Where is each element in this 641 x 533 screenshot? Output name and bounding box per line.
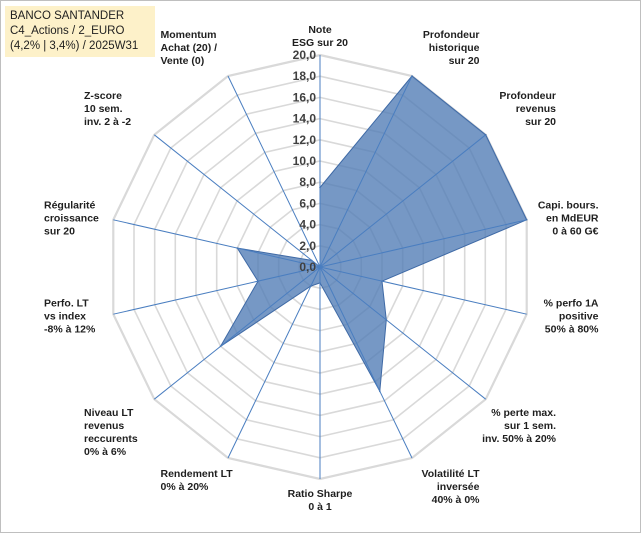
- category-label-4: % perfo 1A positive 50% à 80%: [544, 298, 599, 336]
- category-label-6-line-2: 40% à 0%: [432, 494, 481, 506]
- radial-tick-label-8: 16,0: [293, 90, 317, 104]
- radial-tick-label-10: 20,0: [293, 48, 317, 62]
- category-label-4-line-1: positive: [559, 311, 599, 323]
- category-label-10: Perfo. LT vs index -8% à 12%: [44, 298, 96, 336]
- chart-title-box: BANCO SANTANDER C4_Actions / 2_EURO (4,2…: [5, 6, 155, 57]
- category-label-0: Note ESG sur 20: [292, 24, 348, 49]
- radial-tick-label-3: 6,0: [299, 196, 316, 210]
- category-label-9-line-0: Niveau LT: [84, 407, 134, 419]
- category-label-8-line-1: 0% à 20%: [161, 481, 210, 493]
- chart-title-line-3: (4,2% | 3,4%) / 2025W31: [10, 40, 139, 52]
- spoke-1: [319, 75, 413, 268]
- category-label-11: Régularité croissance sur 20: [44, 200, 99, 238]
- category-label-5-line-1: sur 1 sem.: [504, 420, 556, 432]
- radial-tick-label-4: 8,0: [299, 175, 316, 189]
- category-label-9-line-3: 0% à 6%: [84, 446, 127, 458]
- category-label-3-line-2: 0 à 60 G€: [552, 226, 598, 238]
- category-label-5-line-0: % perte max.: [491, 407, 556, 419]
- category-label-13-line-1: Achat (20) /: [161, 42, 218, 54]
- category-label-9-line-2: reccurents: [84, 433, 138, 445]
- category-label-6-line-1: inversée: [437, 481, 480, 493]
- category-label-1: Profondeur historique sur 20: [423, 29, 480, 67]
- spoke-6: [319, 266, 413, 459]
- category-label-11-line-2: sur 20: [44, 226, 75, 238]
- category-label-1-line-1: historique: [429, 42, 480, 54]
- category-label-6: Volatilité LT inversée 40% à 0%: [422, 468, 481, 506]
- radial-tick-label-2: 4,0: [299, 218, 316, 232]
- category-label-0-line-0: Note: [308, 24, 331, 36]
- spoke-5: [319, 266, 487, 400]
- category-label-12-line-2: inv. 2 à -2: [84, 116, 131, 128]
- spoke-2: [319, 134, 487, 268]
- radial-tick-label-1: 2,0: [299, 239, 316, 253]
- radial-tick-label-6: 12,0: [293, 133, 317, 147]
- category-label-3-line-0: Capi. bours.: [538, 200, 599, 212]
- category-label-7-line-1: 0 à 1: [308, 501, 332, 513]
- category-label-8-line-0: Rendement LT: [161, 468, 234, 480]
- category-label-2: Profondeur revenus sur 20: [499, 90, 556, 128]
- radial-tick-label-5: 10,0: [293, 154, 317, 168]
- category-label-12: Z-score 10 sem. inv. 2 à -2: [84, 90, 131, 128]
- category-label-2-line-0: Profondeur: [499, 90, 556, 102]
- chart-title-line-1: BANCO SANTANDER: [10, 10, 125, 22]
- category-label-12-line-0: Z-score: [84, 90, 122, 102]
- radial-tick-label-9: 18,0: [293, 69, 317, 83]
- spoke-8: [227, 266, 321, 459]
- category-label-6-line-0: Volatilité LT: [422, 468, 481, 480]
- category-label-4-line-2: 50% à 80%: [545, 324, 599, 336]
- category-label-10-line-0: Perfo. LT: [44, 298, 89, 310]
- spoke-11: [113, 219, 321, 268]
- category-label-10-line-2: -8% à 12%: [44, 324, 96, 336]
- category-label-10-line-1: vs index: [44, 311, 86, 323]
- category-label-13: Momentum Achat (20) / Vente (0): [161, 29, 218, 67]
- category-label-8: Rendement LT 0% à 20%: [161, 468, 234, 493]
- category-label-11-line-1: croissance: [44, 213, 99, 225]
- category-label-1-line-2: sur 20: [449, 55, 480, 67]
- category-label-2-line-2: sur 20: [525, 116, 556, 128]
- category-label-7: Ratio Sharpe 0 à 1: [288, 488, 353, 513]
- category-label-9-line-1: revenus: [84, 420, 124, 432]
- category-label-3-line-1: en MdEUR: [546, 213, 599, 225]
- category-label-5-line-2: inv. 50% à 20%: [482, 433, 557, 445]
- category-label-13-line-2: Vente (0): [161, 55, 205, 67]
- category-label-9: Niveau LT revenus reccurents 0% à 6%: [84, 407, 138, 458]
- category-label-12-line-1: 10 sem.: [84, 103, 123, 115]
- category-label-1-line-0: Profondeur: [423, 29, 480, 41]
- chart-title-line-2: C4_Actions / 2_EURO: [10, 25, 125, 37]
- category-label-7-line-0: Ratio Sharpe: [288, 488, 353, 500]
- spoke-12: [153, 134, 321, 268]
- spoke-10: [113, 266, 321, 315]
- category-label-0-line-1: ESG sur 20: [292, 37, 348, 49]
- radial-tick-label-0: 0,0: [299, 260, 316, 274]
- category-label-2-line-1: revenus: [516, 103, 556, 115]
- radial-tick-label-7: 14,0: [293, 112, 317, 126]
- category-label-4-line-0: % perfo 1A: [544, 298, 599, 310]
- spoke-3: [319, 219, 527, 268]
- category-label-11-line-0: Régularité: [44, 200, 96, 212]
- category-label-3: Capi. bours. en MdEUR 0 à 60 G€: [538, 200, 599, 238]
- spoke-4: [319, 266, 527, 315]
- category-label-5: % perte max. sur 1 sem. inv. 50% à 20%: [482, 407, 557, 445]
- spoke-9: [153, 266, 321, 400]
- category-label-13-line-0: Momentum: [161, 29, 217, 41]
- spoke-13: [227, 75, 321, 268]
